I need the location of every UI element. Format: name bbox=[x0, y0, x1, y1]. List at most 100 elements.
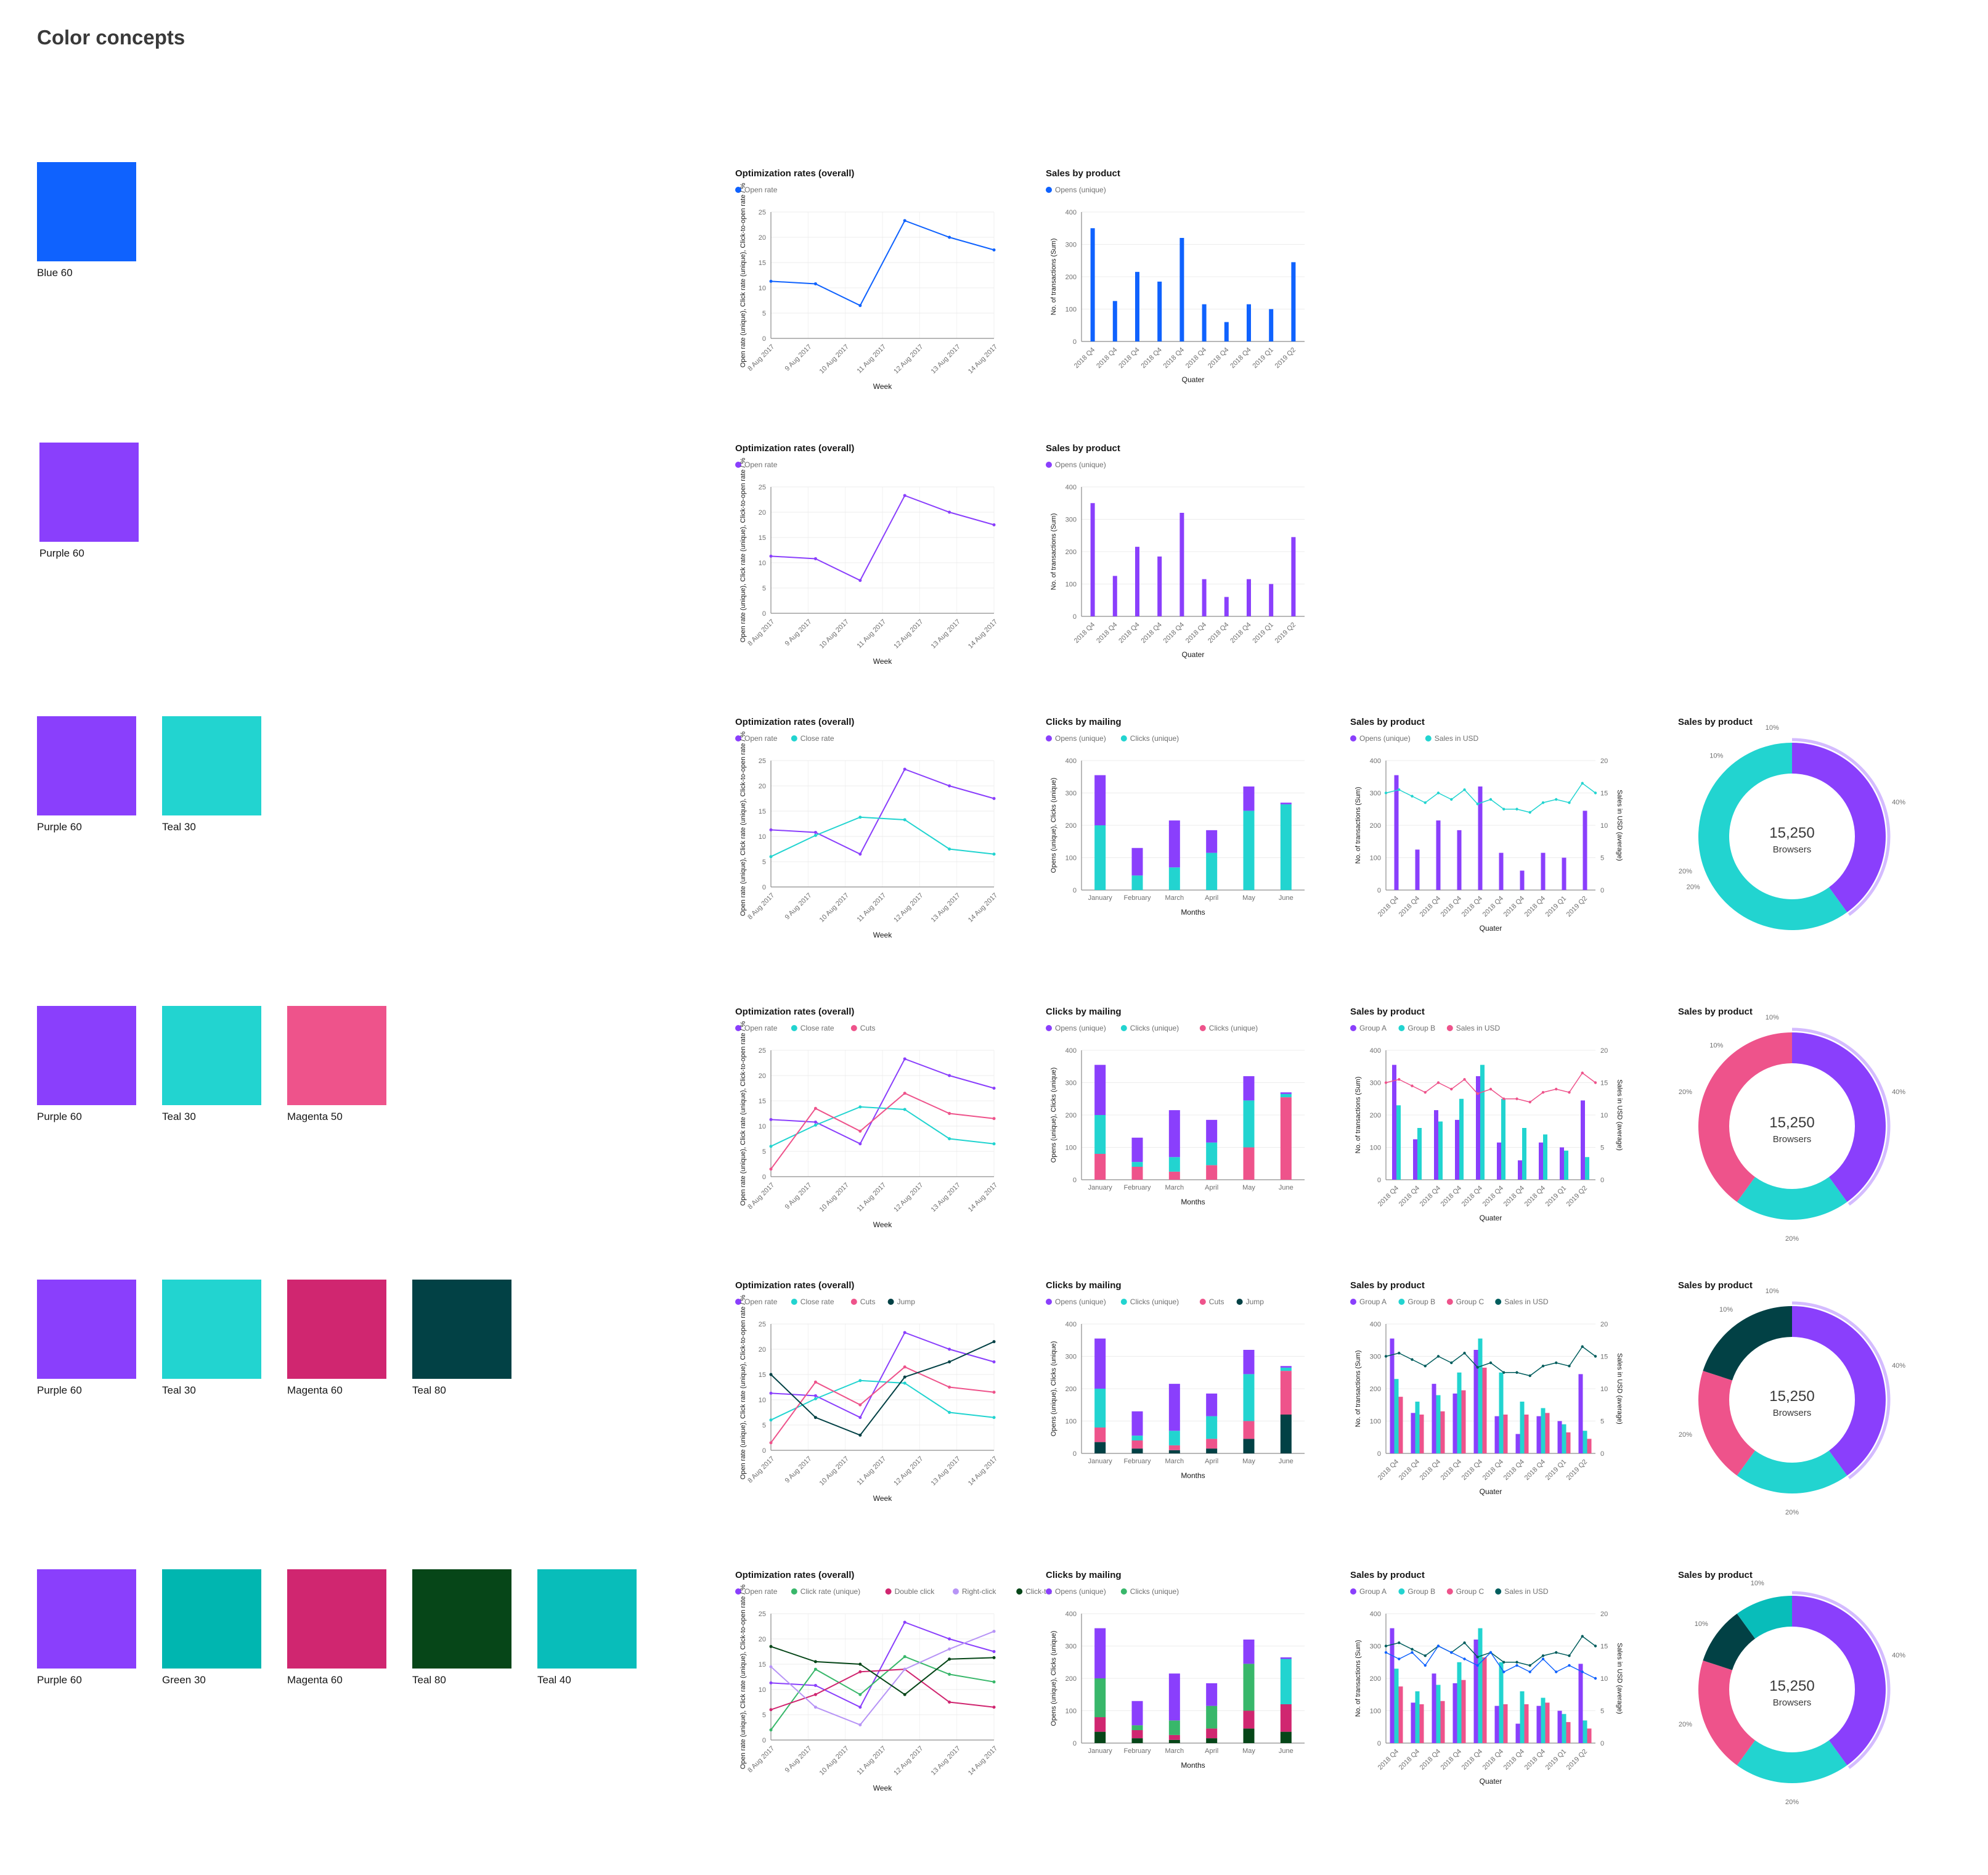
bar bbox=[1452, 1393, 1457, 1453]
bar bbox=[1432, 1673, 1436, 1743]
y-tick-label: 20 bbox=[759, 234, 766, 242]
y-tick-label: 100 bbox=[1065, 1418, 1077, 1426]
color-swatch bbox=[162, 716, 261, 815]
y-tick-label: 0 bbox=[762, 1174, 766, 1181]
bar bbox=[1094, 1731, 1106, 1743]
x-axis-label: Months bbox=[1181, 908, 1205, 917]
y-tick-label: 300 bbox=[1370, 790, 1381, 798]
data-point bbox=[903, 1331, 906, 1334]
swatch-label: Teal 80 bbox=[412, 1384, 446, 1396]
x-tick-label: 2018 Q4 bbox=[1481, 1748, 1505, 1771]
color-swatch bbox=[412, 1280, 511, 1379]
data-point bbox=[903, 1381, 906, 1385]
bar bbox=[1168, 1171, 1180, 1180]
bar bbox=[1168, 1110, 1180, 1158]
bar bbox=[1415, 1691, 1420, 1743]
bar bbox=[1131, 1725, 1143, 1730]
series-line bbox=[1385, 782, 1596, 813]
legend-item: Opens (unique) bbox=[1359, 734, 1411, 743]
data-point bbox=[903, 1057, 906, 1061]
legend-swatch-icon bbox=[850, 1299, 857, 1305]
chart-title: Sales by product bbox=[1678, 717, 1753, 727]
data-point bbox=[1398, 788, 1401, 791]
bar bbox=[1280, 1704, 1292, 1732]
donut-slice bbox=[1737, 1740, 1847, 1783]
data-point bbox=[1528, 1670, 1531, 1673]
bar bbox=[1179, 238, 1184, 341]
series-line bbox=[770, 1630, 995, 1726]
data-point bbox=[992, 1705, 996, 1709]
data-point bbox=[1502, 1097, 1505, 1100]
series-line bbox=[1385, 1346, 1596, 1376]
legend-item: Sales in USD bbox=[1504, 1297, 1549, 1306]
y-tick-label: 5 bbox=[762, 310, 766, 317]
y2-tick-label: 10 bbox=[1600, 822, 1608, 830]
bar bbox=[1131, 1411, 1143, 1436]
y-tick-label: 0 bbox=[762, 610, 766, 618]
bar bbox=[1515, 1434, 1520, 1453]
bar bbox=[1243, 1728, 1255, 1743]
data-point bbox=[858, 1662, 862, 1666]
bar bbox=[1247, 304, 1251, 341]
bar bbox=[1398, 1397, 1403, 1453]
y-tick-label: 0 bbox=[762, 335, 766, 343]
data-point bbox=[1489, 1361, 1493, 1365]
x-tick-label: 11 Aug 2017 bbox=[856, 1745, 888, 1777]
data-point bbox=[903, 1108, 906, 1111]
y-tick-label: 20 bbox=[759, 1072, 766, 1080]
bar bbox=[1482, 1657, 1487, 1743]
donut-slice bbox=[1792, 743, 1886, 912]
series-line bbox=[770, 494, 995, 582]
data-point bbox=[769, 1728, 773, 1732]
bar bbox=[1280, 804, 1292, 890]
stacked-bar-chart: Clicks by mailing Opens (unique) Clicks (u… bbox=[1046, 1280, 1305, 1480]
x-tick-label: 2018 Q4 bbox=[1481, 1185, 1505, 1208]
slice-highlight bbox=[1791, 1301, 1891, 1480]
bar bbox=[1094, 1115, 1106, 1154]
data-point bbox=[948, 1347, 951, 1351]
y-tick-label: 200 bbox=[1370, 1112, 1381, 1119]
data-point bbox=[903, 1620, 906, 1624]
bar bbox=[1206, 830, 1218, 853]
x-tick-label: 2018 Q4 bbox=[1523, 1458, 1547, 1482]
bar bbox=[1452, 1683, 1457, 1743]
x-tick-label: 2018 Q4 bbox=[1184, 621, 1208, 645]
x-tick-label: January bbox=[1088, 1458, 1113, 1465]
slice-highlight bbox=[1791, 1591, 1891, 1770]
x-tick-label: 12 Aug 2017 bbox=[892, 1455, 924, 1487]
x-tick-label: 2018 Q4 bbox=[1523, 1185, 1547, 1208]
data-point bbox=[769, 554, 773, 558]
bar bbox=[1243, 811, 1255, 890]
bar bbox=[1280, 1371, 1292, 1415]
center-label: Browsers bbox=[1773, 1408, 1812, 1418]
swatch-label: Teal 30 bbox=[162, 1384, 196, 1396]
stacked-bar-chart: Clicks by mailing Opens (unique) Clicks (u… bbox=[1046, 717, 1305, 917]
chart-title: Sales by product bbox=[1350, 717, 1425, 727]
legend-swatch-icon bbox=[850, 1025, 857, 1031]
bar bbox=[1168, 1734, 1180, 1740]
y2-axis-label: Sales in USD (average) bbox=[1616, 1079, 1623, 1151]
x-axis-label: Months bbox=[1181, 1471, 1205, 1480]
bar bbox=[1206, 1119, 1218, 1143]
x-tick-label: 8 Aug 2017 bbox=[746, 1455, 776, 1485]
x-axis-label: Quater bbox=[1182, 650, 1205, 659]
x-tick-label: June bbox=[1279, 1747, 1293, 1755]
bar bbox=[1131, 1137, 1143, 1162]
color-swatch bbox=[287, 1006, 386, 1105]
slice-label: 10% bbox=[1751, 1580, 1764, 1587]
y2-tick-label: 0 bbox=[1600, 887, 1604, 894]
x-tick-label: 2018 Q4 bbox=[1502, 1185, 1526, 1208]
y-tick-label: 400 bbox=[1065, 1047, 1077, 1055]
bar bbox=[1206, 1738, 1218, 1743]
donut-slice bbox=[1703, 1306, 1792, 1381]
y-tick-label: 20 bbox=[759, 783, 766, 790]
data-point bbox=[769, 1373, 773, 1376]
x-tick-label: 2018 Q4 bbox=[1229, 346, 1252, 370]
bar bbox=[1545, 1702, 1550, 1743]
bar bbox=[1478, 786, 1483, 890]
data-point bbox=[948, 1360, 951, 1363]
legend-item: Right-click bbox=[962, 1587, 996, 1596]
bar bbox=[1206, 1416, 1218, 1439]
y-axis-label: No. of transactions (Sum) bbox=[1355, 1350, 1362, 1428]
bar bbox=[1562, 1424, 1566, 1453]
